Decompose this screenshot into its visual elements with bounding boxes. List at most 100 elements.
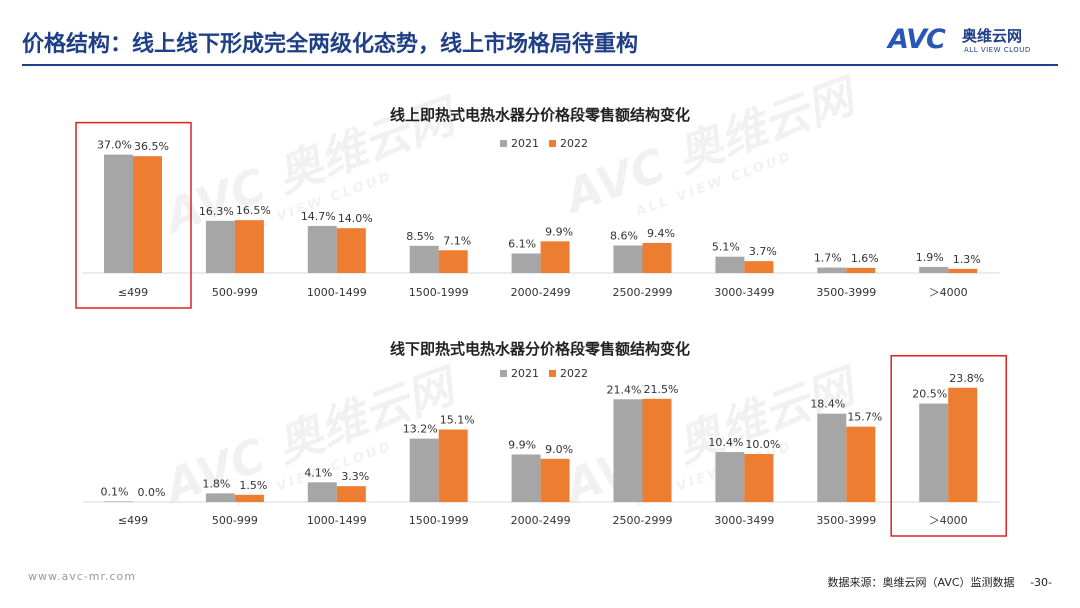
header-divider: [22, 64, 1058, 66]
offline-bar-2021: [919, 403, 949, 502]
offline-data-label: 1.5%: [239, 479, 267, 492]
offline-bar-2021: [409, 438, 439, 502]
offline-data-label: 0.1%: [101, 485, 129, 498]
online-bar-2021: [409, 245, 439, 273]
footer-source: 数据来源：奥维云网（AVC）监测数据 -30-: [816, 574, 1052, 590]
online-bar-2022: [744, 261, 774, 273]
online-bar-2022: [133, 156, 162, 273]
offline-bar-2022: [744, 454, 774, 502]
offline-tick-label: 3500-3999: [816, 514, 876, 527]
offline-bar-2021: [613, 399, 643, 502]
online-data-label: 8.5%: [406, 230, 434, 243]
online-tick-label: 1500-1999: [409, 286, 469, 299]
page-title: 价格结构：线上线下形成完全两级化态势，线上市场格局待重构: [22, 32, 639, 57]
online-data-label: 16.5%: [236, 204, 271, 217]
online-data-label: 7.1%: [443, 234, 471, 247]
online-tick-label: 1000-1499: [307, 286, 367, 299]
offline-chart-legend: 2021 2022: [500, 367, 588, 380]
online-data-label: 9.4%: [647, 227, 675, 240]
offline-data-label: 9.0%: [545, 443, 573, 456]
offline-bar-2021: [715, 452, 745, 502]
offline-tick-label: 2500-2999: [613, 514, 673, 527]
online-bar-2021: [715, 256, 745, 273]
offline-data-label: 20.5%: [912, 388, 947, 401]
online-bar-2021: [613, 245, 643, 273]
online-bar-2022: [234, 220, 264, 273]
offline-data-label: 4.1%: [304, 466, 332, 479]
online-data-label: 16.3%: [199, 205, 234, 218]
offline-chart-title: 线下即热式电热水器分价格段零售额结构变化: [389, 340, 690, 358]
offline-bar-2022: [540, 458, 570, 502]
logo-en-text: ALL VIEW CLOUD: [964, 46, 1031, 54]
online-bar-2022: [438, 250, 468, 273]
offline-data-label: 13.2%: [403, 423, 438, 436]
online-tick-label: ≤499: [118, 286, 148, 299]
offline-bar-2022: [234, 494, 264, 502]
offline-bar-2021: [205, 493, 235, 502]
online-tick-label: 2000-2499: [511, 286, 571, 299]
footer-source-text: 数据来源：奥维云网（AVC）监测数据: [827, 576, 1015, 589]
online-data-label: 8.6%: [610, 229, 638, 242]
online-data-label: 6.1%: [508, 237, 536, 250]
offline-data-label: 9.9%: [508, 438, 536, 451]
online-data-label: 1.6%: [851, 252, 879, 265]
online-bar-2021: [307, 225, 337, 273]
logo-mark: AVC: [888, 24, 946, 55]
offline-bar-2021: [511, 454, 541, 502]
legend-label-2022: 2022: [560, 137, 588, 150]
avc-logo: AVC 奥维云网 ALL VIEW CLOUD: [888, 24, 1058, 58]
legend-swatch-2022: [549, 370, 556, 377]
online-data-label: 1.7%: [814, 252, 842, 265]
offline-data-label: 0.0%: [138, 486, 166, 499]
legend-swatch-2021: [500, 370, 507, 377]
online-data-label: 36.5%: [134, 140, 169, 153]
online-tick-label: 3500-3999: [816, 286, 876, 299]
online-chart-title: 线上即热式电热水器分价格段零售额结构变化: [389, 106, 690, 124]
footer-page-number: -30-: [1030, 576, 1052, 589]
footer-url: www.avc-mr.com: [28, 570, 136, 583]
offline-tick-label: 500-999: [212, 514, 258, 527]
legend-swatch-2021: [500, 140, 507, 147]
online-tick-label: 500-999: [212, 286, 258, 299]
offline-tick-label: 1000-1499: [307, 514, 367, 527]
offline-tick-label: 2000-2499: [511, 514, 571, 527]
online-data-label: 1.3%: [953, 253, 981, 266]
offline-data-label: 3.3%: [341, 470, 369, 483]
offline-data-label: 21.4%: [607, 383, 642, 396]
offline-bar-2022: [846, 426, 876, 502]
offline-bar-2021: [307, 482, 337, 502]
online-data-label: 5.1%: [712, 241, 740, 254]
offline-data-label: 15.7%: [847, 411, 882, 424]
online-bar-2021: [511, 253, 541, 273]
offline-data-label: 21.5%: [644, 383, 679, 396]
online-tick-label: ＞4000: [929, 286, 968, 299]
offline-highlight-box: [890, 355, 1007, 537]
legend-label-2021: 2021: [511, 367, 539, 380]
online-data-label: 14.7%: [301, 210, 336, 223]
offline-tick-label: ＞4000: [929, 514, 968, 527]
legend-label-2022: 2022: [560, 367, 588, 380]
online-chart-legend: 2021 2022: [500, 137, 588, 150]
offline-bar-2022: [438, 429, 468, 502]
online-data-label: 9.9%: [545, 225, 573, 238]
offline-data-label: 1.8%: [202, 477, 230, 490]
offline-data-label: 10.0%: [745, 438, 780, 451]
online-bar-2022: [642, 242, 672, 273]
online-bar-2022: [948, 268, 978, 273]
offline-bar-2022: [948, 387, 978, 502]
online-bar-2022: [846, 267, 876, 273]
offline-bar-2021: [104, 501, 133, 502]
offline-bar-2021: [817, 413, 847, 502]
offline-tick-label: ≤499: [118, 514, 148, 527]
online-data-label: 14.0%: [338, 212, 373, 225]
online-highlight-box: [75, 121, 192, 309]
offline-bar-2022: [336, 486, 366, 502]
offline-tick-label: 3000-3499: [714, 514, 774, 527]
online-data-label: 1.9%: [916, 251, 944, 264]
online-data-label: 3.7%: [749, 245, 777, 258]
offline-data-label: 23.8%: [949, 372, 984, 385]
online-bar-2022: [540, 241, 570, 273]
offline-data-label: 18.4%: [810, 398, 845, 411]
offline-data-label: 10.4%: [708, 436, 743, 449]
offline-tick-label: 1500-1999: [409, 514, 469, 527]
